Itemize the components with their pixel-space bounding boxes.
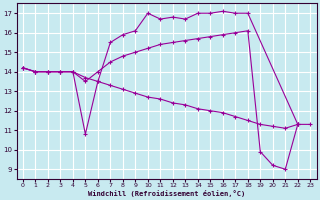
X-axis label: Windchill (Refroidissement éolien,°C): Windchill (Refroidissement éolien,°C) [88,190,245,197]
